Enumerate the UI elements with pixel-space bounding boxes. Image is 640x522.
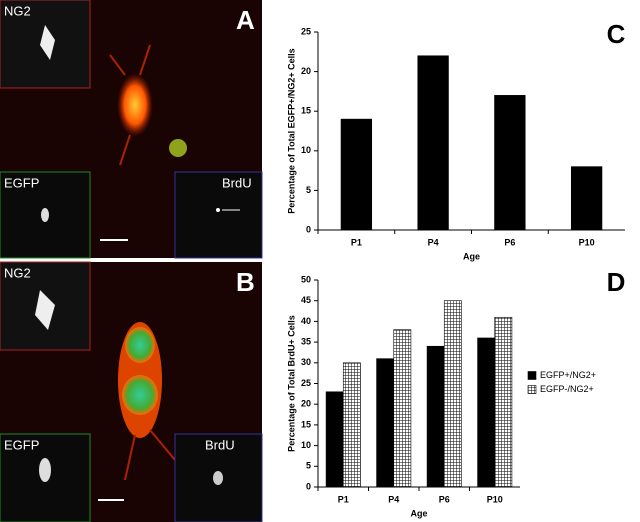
y-tick-label: 5: [306, 461, 311, 471]
inset-label: BrdU: [205, 437, 235, 452]
micrograph-a: NG2 EGFP BrdU A: [0, 0, 263, 259]
x-axis-label: Age: [463, 251, 480, 261]
y-tick-label: 25: [301, 26, 311, 36]
y-axis-label: Percentage of Total EGFP+/NG2+ Cells: [286, 48, 296, 213]
y-tick-label: 15: [301, 106, 311, 116]
inset-label: NG2: [4, 3, 31, 18]
inset-label: BrdU: [222, 175, 252, 190]
y-tick-label: 0: [306, 224, 311, 234]
x-tick-label: P10: [487, 494, 503, 504]
y-tick-label: 30: [301, 357, 311, 367]
bar: [417, 55, 449, 231]
legend-label: EGFP+/NG2+: [540, 370, 596, 380]
bar: [340, 118, 373, 231]
inset-label: NG2: [4, 265, 31, 280]
bar: [325, 391, 344, 488]
y-axis-label: Percentage of Total BrdU+ Cells: [286, 315, 296, 452]
panel-label: B: [236, 267, 255, 297]
bar: [494, 95, 526, 231]
x-tick-label: P6: [504, 237, 515, 247]
bar: [570, 166, 603, 231]
bar: [393, 329, 412, 488]
y-tick-label: 45: [301, 295, 311, 305]
bar: [426, 345, 445, 488]
x-tick-label: P1: [351, 237, 362, 247]
y-tick-label: 20: [301, 66, 311, 76]
micrograph-b: NG2 EGFP BrdU B: [0, 261, 263, 522]
legend-swatch: [527, 371, 537, 380]
panel-label: C: [607, 19, 626, 49]
x-tick-label: P6: [439, 494, 450, 504]
y-tick-label: 10: [301, 145, 311, 155]
y-tick-label: 40: [301, 316, 311, 326]
x-tick-label: P1: [338, 494, 349, 504]
x-tick-label: P10: [579, 237, 595, 247]
y-tick-label: 5: [306, 185, 311, 195]
legend-swatch: [527, 385, 537, 394]
y-tick-label: 20: [301, 399, 311, 409]
x-axis-label: Age: [410, 508, 427, 518]
panel-label: A: [236, 5, 255, 35]
inset-label: EGFP: [4, 175, 39, 190]
bar: [494, 316, 513, 488]
y-tick-label: 0: [306, 481, 311, 491]
y-tick-label: 35: [301, 336, 311, 346]
inset-label: EGFP: [4, 437, 39, 452]
y-tick-label: 50: [301, 274, 311, 284]
y-tick-label: 25: [301, 378, 311, 388]
bar: [342, 362, 361, 488]
panel-label: D: [607, 267, 626, 297]
bar: [477, 337, 496, 488]
legend-label: EGFP-/NG2+: [540, 384, 594, 394]
y-tick-label: 15: [301, 419, 311, 429]
x-tick-label: P4: [388, 494, 399, 504]
bar: [376, 358, 395, 488]
x-tick-label: P4: [428, 237, 439, 247]
y-tick-label: 10: [301, 440, 311, 450]
bar: [443, 300, 462, 488]
